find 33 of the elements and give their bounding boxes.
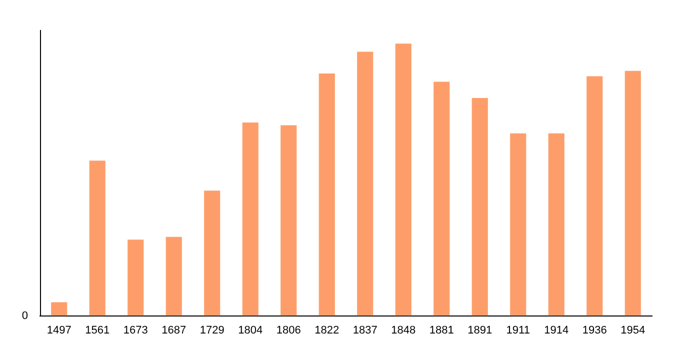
bar [318, 74, 335, 316]
x-tick-label: 1687 [162, 324, 186, 336]
x-tick-label: 1911 [506, 324, 530, 336]
x-tick-label: 1729 [200, 324, 224, 336]
x-tick-label: 1806 [276, 324, 301, 336]
x-tick-label: 1561 [85, 324, 110, 336]
x-tick-label: 1822 [314, 324, 340, 336]
bar [434, 82, 450, 316]
x-tick-label: 1837 [352, 324, 378, 336]
x-tick-label: 1936 [582, 324, 607, 336]
bar [395, 44, 412, 316]
bar [166, 236, 182, 316]
bar [586, 76, 603, 316]
bar [510, 133, 526, 316]
x-tick-label: 1954 [620, 324, 646, 336]
bar [548, 133, 564, 316]
bar [472, 98, 488, 316]
bar [128, 240, 144, 316]
x-tick-label: 1891 [468, 324, 492, 336]
x-tick-label: 1673 [123, 324, 148, 336]
x-tick-label: 1804 [238, 324, 263, 336]
bar [89, 160, 106, 316]
bar [51, 302, 68, 316]
bar [357, 52, 374, 316]
x-tick-label: 1914 [544, 324, 569, 336]
bar [624, 70, 641, 316]
x-tick-label: 1881 [429, 324, 454, 336]
bar [204, 190, 220, 316]
x-tick-label: 1497 [46, 324, 72, 336]
text: 0 [22, 310, 28, 322]
x-tick-label: 1848 [391, 324, 416, 336]
bar [280, 125, 297, 316]
bar [242, 122, 258, 316]
